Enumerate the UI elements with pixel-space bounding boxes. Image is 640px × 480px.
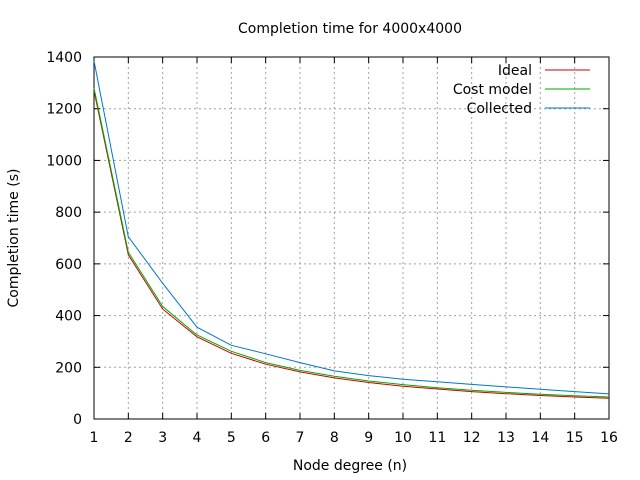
plot-frame [93, 56, 610, 420]
x-tick-label: 16 [600, 430, 618, 446]
y-tick-label: 1400 [46, 50, 82, 66]
series-line-collected [93, 60, 610, 395]
x-tick-label: 11 [428, 430, 446, 446]
legend-label-collected: Collected [467, 101, 532, 117]
x-tick-label: 15 [566, 430, 584, 446]
series-lines [93, 60, 610, 399]
x-tick-label: 2 [124, 430, 133, 446]
series-line-cost-model [93, 87, 610, 398]
x-tick-label: 9 [364, 430, 373, 446]
x-tick-label: 7 [296, 430, 305, 446]
y-tick-label: 800 [55, 205, 82, 221]
x-tick-label: 3 [158, 430, 167, 446]
x-axis-title: Node degree (n) [293, 458, 407, 474]
x-tick-label: 12 [463, 430, 481, 446]
y-tick-label: 1000 [46, 153, 82, 169]
y-axis-title: Completion time (s) [6, 169, 22, 308]
x-tick-label: 10 [394, 430, 412, 446]
y-tick-label: 400 [55, 309, 82, 325]
grid-lines [94, 57, 609, 419]
x-tick-label: 6 [261, 430, 270, 446]
legend-label-ideal: Ideal [498, 63, 532, 79]
y-tick-label: 0 [73, 412, 82, 428]
series-line-ideal [93, 90, 610, 399]
y-tick-label: 200 [55, 360, 82, 376]
axis-ticks: 1 2 3 4 5 6 7 8 9 10 11 12 13 14 15 1602004006008001000… [46, 50, 618, 446]
legend: Ideal Cost model Collected [453, 63, 590, 117]
x-tick-label: 4 [193, 430, 202, 446]
chart-title: Completion time for 4000x4000 [238, 21, 462, 37]
x-tick-label: 13 [497, 430, 515, 446]
x-tick-label: 1 [90, 430, 99, 446]
legend-label-cost-model: Cost model [453, 82, 532, 98]
x-tick-label: 14 [531, 430, 549, 446]
y-tick-label: 600 [55, 257, 82, 273]
y-tick-label: 1200 [46, 102, 82, 118]
x-tick-label: 8 [330, 430, 339, 446]
x-tick-label: 5 [227, 430, 236, 446]
